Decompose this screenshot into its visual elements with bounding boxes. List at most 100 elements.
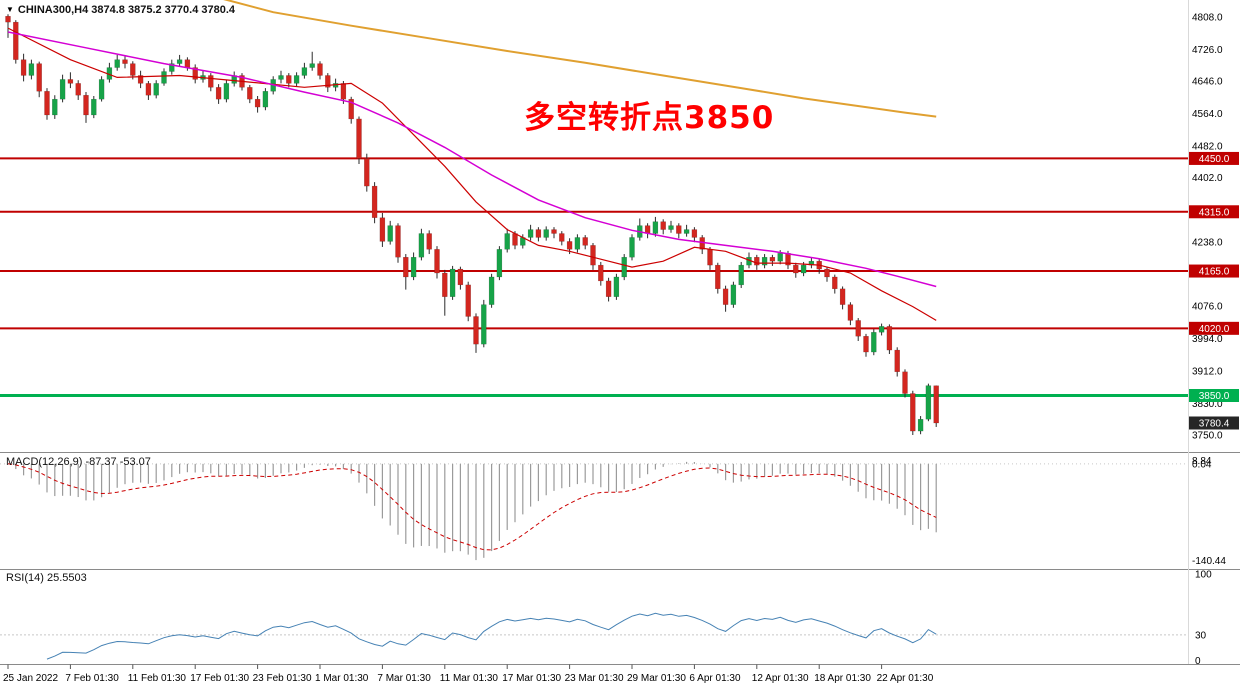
candle-bearish xyxy=(442,272,448,297)
candle-bullish xyxy=(761,257,768,266)
price-axis-label: 3912.0 xyxy=(1192,367,1223,378)
candle-bearish xyxy=(566,241,573,250)
candle-bullish xyxy=(59,79,66,100)
moving-average-slow-orange xyxy=(223,0,937,118)
candle-bearish xyxy=(465,284,471,317)
candle-bearish xyxy=(208,75,214,88)
time-axis-label: 23 Feb 01:30 xyxy=(253,673,312,684)
candle-bullish xyxy=(543,229,549,238)
price-axis-label: 4482.0 xyxy=(1192,141,1223,152)
candle-bearish xyxy=(551,229,557,234)
candle-bearish xyxy=(184,59,191,68)
time-axis[interactable] xyxy=(0,665,1240,690)
candle-bearish xyxy=(707,249,713,266)
price-badge-label: 4165.0 xyxy=(1199,267,1230,278)
candle-bullish xyxy=(629,237,635,258)
candle-bearish xyxy=(933,385,939,424)
time-axis-label: 17 Feb 01:30 xyxy=(190,673,249,684)
symbol-ohlc-text: CHINA300,H4 3874.8 3875.2 3770.4 3780.4 xyxy=(17,4,236,16)
candle-bearish xyxy=(457,268,464,286)
candle-bullish xyxy=(449,268,456,297)
candle-bullish xyxy=(504,233,510,250)
candle-bearish xyxy=(122,59,128,64)
candle-bearish xyxy=(886,326,893,351)
candle-bearish xyxy=(839,288,846,305)
price-axis-label: 4808.0 xyxy=(1192,12,1223,23)
price-badge-label: 4450.0 xyxy=(1199,154,1230,165)
price-axis-label: 4402.0 xyxy=(1192,173,1223,184)
candle-bearish xyxy=(590,245,596,266)
candle-bullish xyxy=(161,71,167,84)
candle-bearish xyxy=(832,276,838,290)
candle-bullish xyxy=(488,276,495,305)
candle-bearish xyxy=(286,75,292,84)
time-axis-label: 29 Mar 01:30 xyxy=(627,673,686,684)
candle-bearish xyxy=(824,268,830,278)
candle-bullish xyxy=(293,75,300,84)
price-axis[interactable] xyxy=(1188,0,1240,664)
macd-scale-label: -140.44 xyxy=(1192,556,1226,567)
moving-average-fast-red xyxy=(7,27,937,321)
candle-bearish xyxy=(605,280,612,297)
chart-dropdown-icon[interactable]: ▼ xyxy=(6,5,14,14)
macd-scale-label: 8.84 xyxy=(1192,456,1212,467)
candle-bearish xyxy=(769,257,776,262)
candle-bullish xyxy=(153,83,159,96)
candle-bullish xyxy=(738,264,744,286)
price-axis-label: 3830.0 xyxy=(1192,399,1223,410)
candle-bearish xyxy=(20,59,27,76)
candle-bullish xyxy=(496,249,503,278)
candle-bearish xyxy=(356,118,362,159)
candle-bearish xyxy=(75,83,81,96)
price-badge xyxy=(1189,321,1239,335)
candle-bearish xyxy=(340,83,347,100)
candle-bearish xyxy=(254,98,261,108)
candle-bearish xyxy=(676,225,682,234)
time-axis-label: 1 Mar 01:30 xyxy=(315,673,369,684)
candle-bearish xyxy=(371,185,378,218)
candle-bearish xyxy=(403,257,409,278)
candle-bearish xyxy=(715,264,721,290)
candle-bullish xyxy=(301,67,308,76)
symbol-info-bar: ▼ CHINA300,H4 3874.8 3875.2 3770.4 3780.4 xyxy=(6,4,235,16)
candle-bearish xyxy=(215,87,222,100)
candle-bearish xyxy=(13,21,19,60)
candle-bullish xyxy=(91,98,97,116)
candle-bearish xyxy=(5,15,11,23)
candle-bullish xyxy=(574,237,581,250)
candle-bearish xyxy=(512,233,518,246)
candle-bearish xyxy=(855,320,861,337)
candle-bearish xyxy=(83,95,89,116)
candle-bullish xyxy=(871,332,877,353)
candle-bearish xyxy=(722,288,729,305)
candle-bullish xyxy=(777,253,783,262)
price-axis-label: 4726.0 xyxy=(1192,45,1223,56)
candle-bearish xyxy=(598,264,604,282)
candle-bearish xyxy=(426,233,432,250)
price-badge-label: 3850.0 xyxy=(1199,391,1230,402)
price-badge xyxy=(1189,389,1239,402)
candle-bullish xyxy=(668,225,674,230)
candle-bullish xyxy=(28,63,35,76)
candle-bearish xyxy=(559,233,565,242)
candle-bearish xyxy=(582,237,588,246)
rsi-scale-label: 0 xyxy=(1195,656,1201,667)
price-axis-label: 4646.0 xyxy=(1192,76,1223,87)
chart-annotation-text[interactable]: 多空转折点3850 xyxy=(524,100,775,136)
candle-bearish xyxy=(910,393,916,432)
rsi-scale-label: 100 xyxy=(1195,570,1212,581)
rsi-scale-label: 30 xyxy=(1195,630,1207,641)
candle-bearish xyxy=(902,371,908,394)
candle-bullish xyxy=(309,63,315,68)
price-axis-label: 4564.0 xyxy=(1192,109,1223,120)
candle-bullish xyxy=(52,98,58,116)
macd-scale-label: 0.04 xyxy=(1192,459,1212,470)
candle-bullish xyxy=(262,91,269,108)
candle-bullish xyxy=(418,233,425,258)
rsi-line xyxy=(46,612,937,660)
candle-bullish xyxy=(730,284,737,305)
candle-bullish xyxy=(176,59,183,64)
candle-bearish xyxy=(793,264,799,274)
time-axis-label: 22 Apr 01:30 xyxy=(877,673,934,684)
